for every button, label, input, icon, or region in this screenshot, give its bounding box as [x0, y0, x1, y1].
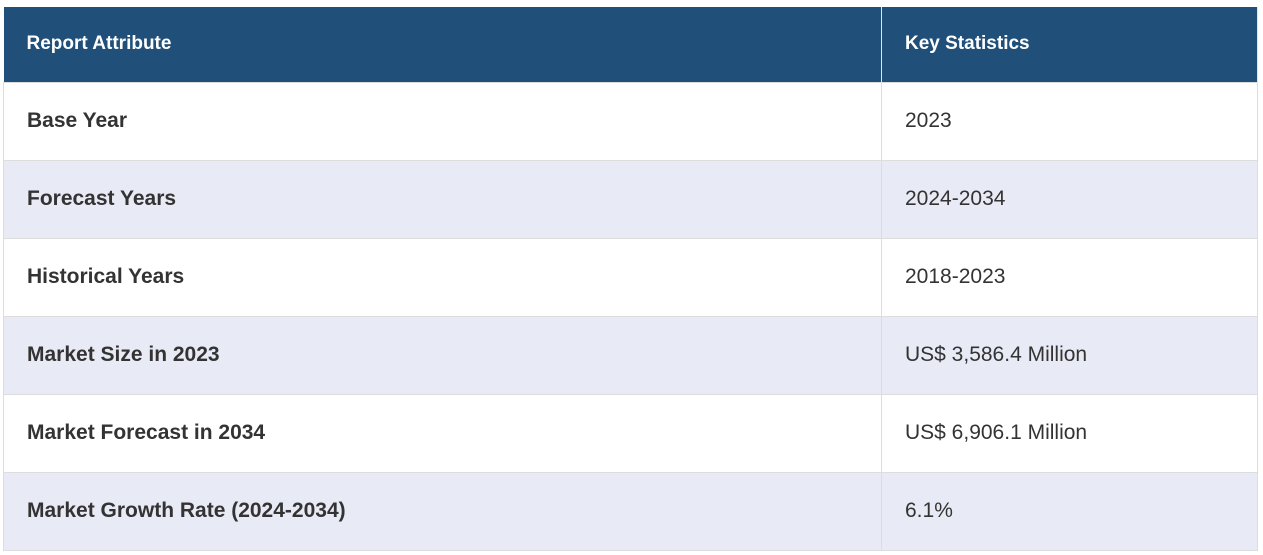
- attribute-cell: Base Year: [3, 81, 882, 161]
- statistic-cell: 6.1%: [881, 471, 1258, 551]
- statistic-cell: US$ 3,586.4 Million: [881, 315, 1258, 395]
- header-cell: Key Statistics: [881, 7, 1258, 82]
- attribute-cell: Forecast Years: [3, 159, 882, 239]
- report-table: Report Attribute Key Statistics Base Yea…: [3, 7, 1258, 551]
- table-row: Market Forecast in 2034 US$ 6,906.1 Milli…: [3, 393, 1258, 473]
- table-row: Market Size in 2023 US$ 3,586.4 Million: [3, 315, 1258, 395]
- attribute-cell: Historical Years: [3, 237, 882, 317]
- table-body: Base Year 2023 Forecast Years 2024-2034 Hist…: [3, 81, 1258, 551]
- table-row: Forecast Years 2024-2034: [3, 159, 1258, 239]
- statistic-cell: 2018-2023: [881, 237, 1258, 317]
- table-row: Historical Years 2018-2023: [3, 237, 1258, 317]
- statistic-cell: 2024-2034: [881, 159, 1258, 239]
- attribute-cell: Market Forecast in 2034: [3, 393, 882, 473]
- header-row: Report Attribute Key Statistics: [3, 7, 1258, 82]
- table-row: Market Growth Rate (2024-2034) 6.1%: [3, 471, 1258, 551]
- statistic-cell: 2023: [881, 81, 1258, 161]
- table-row: Base Year 2023: [3, 81, 1258, 161]
- attribute-cell: Market Growth Rate (2024-2034): [3, 471, 882, 551]
- header-cell: Report Attribute: [3, 7, 882, 82]
- attribute-cell: Market Size in 2023: [3, 315, 882, 395]
- table-header: Report Attribute Key Statistics: [3, 7, 1258, 82]
- statistic-cell: US$ 6,906.1 Million: [881, 393, 1258, 473]
